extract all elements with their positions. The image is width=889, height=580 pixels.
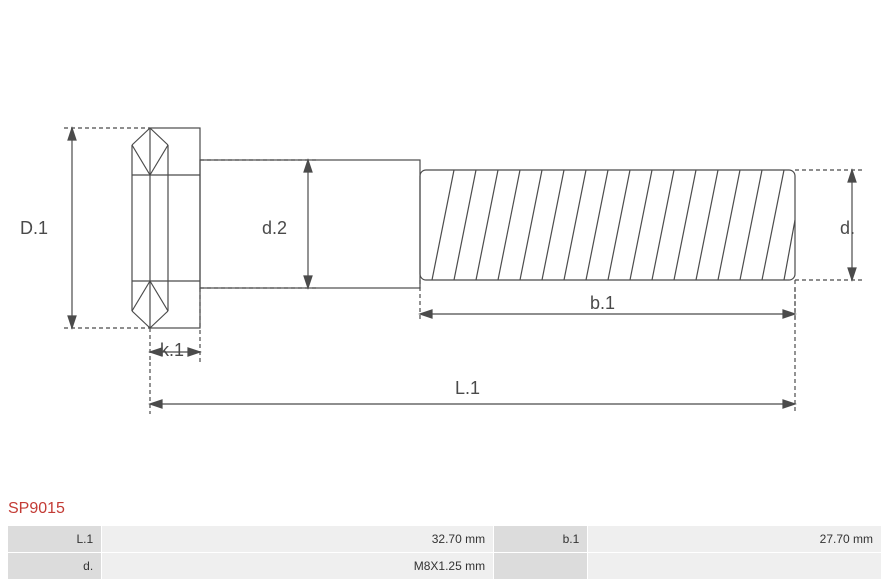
label-d: d. (840, 218, 855, 239)
spec-label: b.1 (494, 526, 588, 553)
part-code: SP9015 (8, 500, 65, 518)
spec-label: d. (8, 553, 102, 580)
spec-value: M8X1.25 mm (102, 553, 494, 580)
bolt-diagram: D.1 d.2 d. k.1 b.1 L.1 (0, 0, 889, 500)
label-D1: D.1 (20, 218, 48, 239)
spec-label (494, 553, 588, 580)
label-k1: k.1 (160, 340, 184, 361)
table-row: L.1 32.70 mm b.1 27.70 mm (8, 526, 882, 553)
label-b1: b.1 (590, 293, 615, 314)
spec-value: 32.70 mm (102, 526, 494, 553)
label-L1: L.1 (455, 378, 480, 399)
table-row: d. M8X1.25 mm (8, 553, 882, 580)
spec-table: L.1 32.70 mm b.1 27.70 mm d. M8X1.25 mm (7, 525, 882, 580)
bolt-svg (0, 0, 889, 500)
label-d2: d.2 (262, 218, 287, 239)
spec-label: L.1 (8, 526, 102, 553)
spec-value: 27.70 mm (588, 526, 882, 553)
spec-value (588, 553, 882, 580)
